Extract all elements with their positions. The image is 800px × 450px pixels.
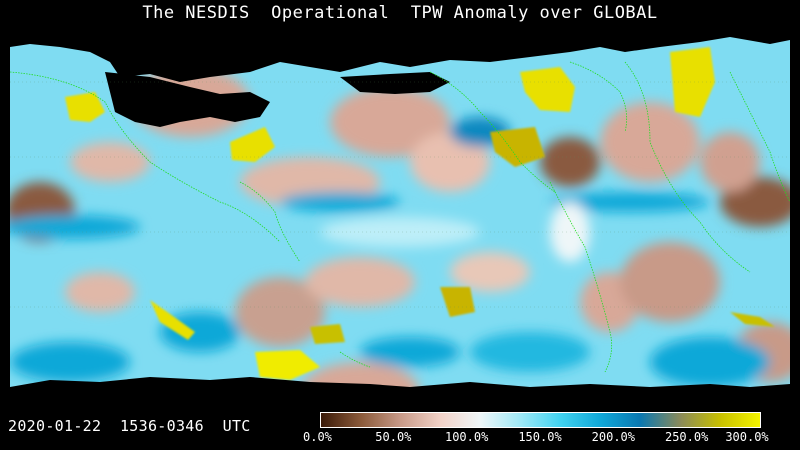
- colorbar-tick-label: 0.0%: [303, 430, 332, 444]
- colorbar-tick-label: 200.0%: [591, 430, 636, 444]
- colorbar-tick-label: 150.0%: [518, 430, 562, 444]
- map-title: The NESDIS Operational TPW Anomaly over …: [142, 3, 658, 23]
- no-data-regions: [10, 32, 790, 407]
- colorbar-tick-label: 50.0%: [375, 430, 412, 444]
- colorbar-ticks: 0.0% 50.0% 100.0% 150.0% 200.0% 250.0% 300.0%: [0, 430, 800, 448]
- high-anomaly-patches: [65, 47, 775, 380]
- colorbar-tick-label: 250.0%: [664, 430, 709, 444]
- colorbar-tick-label: 100.0%: [444, 430, 489, 444]
- colorbar: [320, 412, 761, 428]
- coastlines: [10, 61, 790, 373]
- timestamp: 2020-01-22 1536-0346 UTC: [8, 417, 251, 435]
- tpw-anomaly-map: [10, 32, 790, 407]
- colorbar-tick-label: 300.0%: [725, 430, 769, 444]
